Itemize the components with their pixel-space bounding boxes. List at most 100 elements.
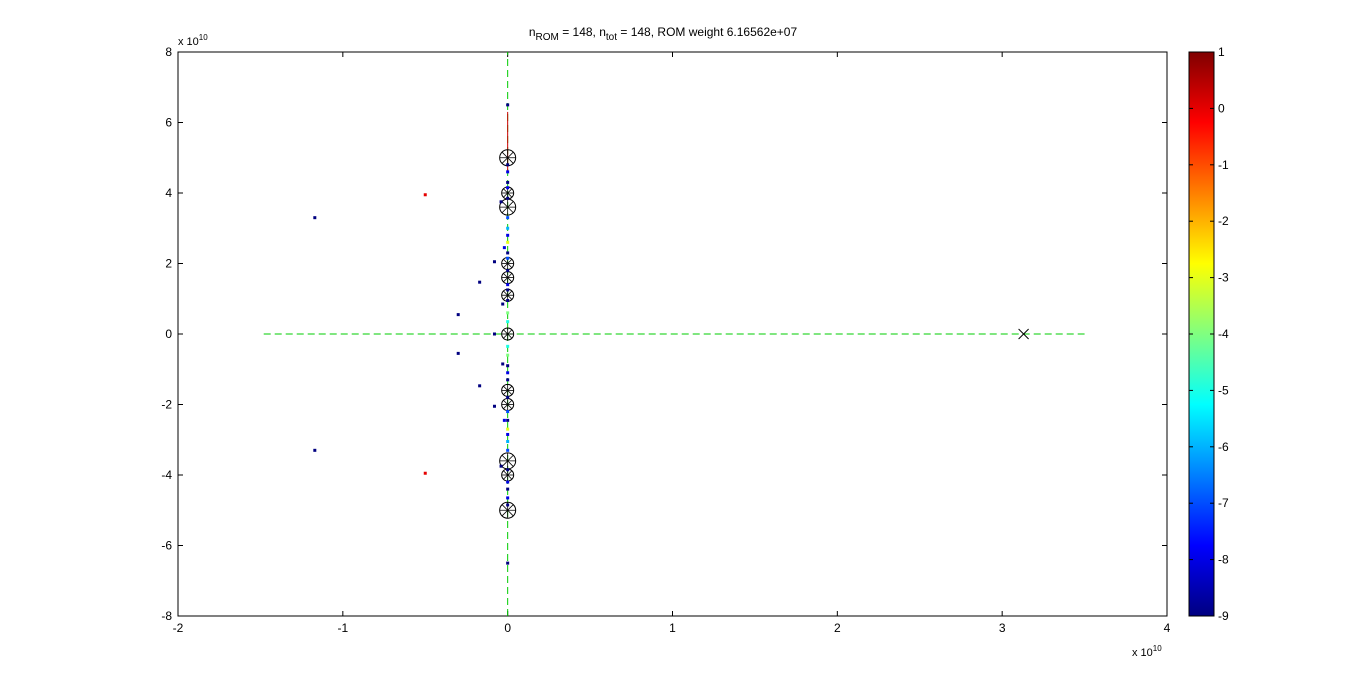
data-point [313,448,317,452]
colorbar-tick-label: -2 [1218,214,1229,228]
asterisk-stroke [503,188,513,198]
data-point [506,496,510,500]
data-point [492,332,496,336]
data-point [506,432,510,436]
x-tick-label: 2 [834,621,841,635]
asterisk-stroke [503,329,513,339]
asterisk-stroke [501,151,514,164]
data-point [506,448,510,452]
colorbar-tick-label: -1 [1218,158,1229,172]
data-point [506,364,510,368]
data-point [506,561,510,565]
colorbar-tick-label: -4 [1218,327,1229,341]
data-point [506,186,510,190]
y-tick-label: -2 [161,398,172,412]
y-tick-label: 8 [165,45,172,59]
data-point [506,311,510,315]
data-point [506,468,510,472]
data-point [499,464,503,468]
data-point [478,384,482,388]
colorbar-tick-label: -9 [1218,609,1229,623]
data-point [506,427,510,431]
colorbar-tick-label: 0 [1218,101,1225,115]
data-point [492,404,496,408]
asterisk-stroke [503,399,513,410]
y-tick-label: -4 [161,468,172,482]
x-tick-label: 4 [1164,621,1171,635]
data-markers [313,103,1029,565]
data-point [506,233,510,237]
y-tick-label: -8 [161,609,172,623]
asterisk-stroke [503,290,513,300]
data-point [501,302,505,306]
data-point [506,320,510,324]
y-tick-label: 4 [165,186,172,200]
chart-title: nROM = 148, ntot = 148, ROM weight 6.165… [529,25,798,43]
cross-marker [1018,328,1029,340]
colorbar-tick-label: -8 [1218,553,1229,567]
data-point [501,362,505,366]
asterisk-stroke [503,470,513,480]
data-point [506,378,510,382]
colorbar-tick-label: -6 [1218,440,1229,454]
data-point [506,440,510,444]
asterisk-stroke [503,258,513,269]
x-tick-label: 3 [999,621,1006,635]
data-point [506,283,510,287]
asterisk-stroke [503,273,513,283]
colorbar-tick-label: -5 [1218,383,1229,397]
data-point [502,418,506,422]
data-point [423,193,427,197]
colorbar [1188,51,1215,617]
data-point [506,180,510,184]
data-point [506,344,510,348]
data-point [506,487,510,491]
colorbar-tick-label: -3 [1218,271,1229,285]
data-point [506,170,510,174]
y-tick-label: 2 [165,257,172,271]
data-point [506,288,510,292]
asterisk-stroke [501,454,514,467]
data-point [492,260,496,264]
data-point [456,351,460,355]
data-point [506,163,510,167]
data-point [506,103,510,107]
data-point [506,196,510,200]
y-tick-label: -6 [161,539,172,553]
colorbar-tick-label: -7 [1218,496,1229,510]
data-point [506,418,510,422]
data-point [502,246,506,250]
data-point [506,269,510,273]
x-tick-label: 1 [669,621,676,635]
y-axis-exponent: x 1010 [178,33,208,48]
asterisk-stroke [503,385,513,395]
data-point [506,251,510,255]
data-point [456,313,460,317]
data-point [506,256,510,260]
data-point [506,226,510,230]
asterisk-stroke [501,201,514,214]
data-point [478,280,482,284]
data-point [506,395,510,399]
data-point [506,353,510,357]
data-point [506,216,510,220]
x-axis-exponent: x 1010 [1132,644,1162,659]
axis-ticks: -2 -1 0 1 2 3 4 -8 -6 -4 -2 0 2 4 6 8 [161,45,1170,635]
colorbar-ticks: 1 0 -1 -2 -3 -4 -5 -6 -7 -8 -9 [1189,45,1229,623]
data-point [506,240,510,244]
data-point [506,299,510,303]
y-tick-label: 6 [165,116,172,130]
x-tick-label: -1 [337,621,348,635]
asterisk-stroke [501,504,514,517]
data-point [506,503,510,507]
data-point [506,371,510,375]
data-point [506,480,510,484]
data-point [313,216,317,220]
x-tick-label: 0 [504,621,511,635]
colorbar-tick-label: 1 [1218,45,1225,59]
data-point [506,410,510,414]
y-tick-label: 0 [165,327,172,341]
x-tick-label: -2 [173,621,184,635]
data-point [499,200,503,204]
